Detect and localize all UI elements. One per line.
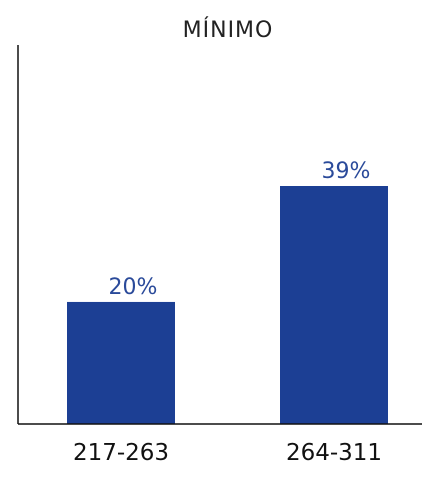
bar-264-311 bbox=[280, 186, 388, 424]
plot-area: 20% 217-263 39% 264-311 bbox=[67, 159, 388, 466]
data-label-217-263: 20% bbox=[109, 275, 158, 300]
chart-title: MÍNIMO bbox=[183, 17, 274, 43]
x-tick-label-264-311: 264-311 bbox=[286, 440, 382, 466]
data-label-264-311: 39% bbox=[322, 159, 371, 184]
x-tick-label-217-263: 217-263 bbox=[73, 440, 169, 466]
bar-217-263 bbox=[67, 301, 175, 424]
